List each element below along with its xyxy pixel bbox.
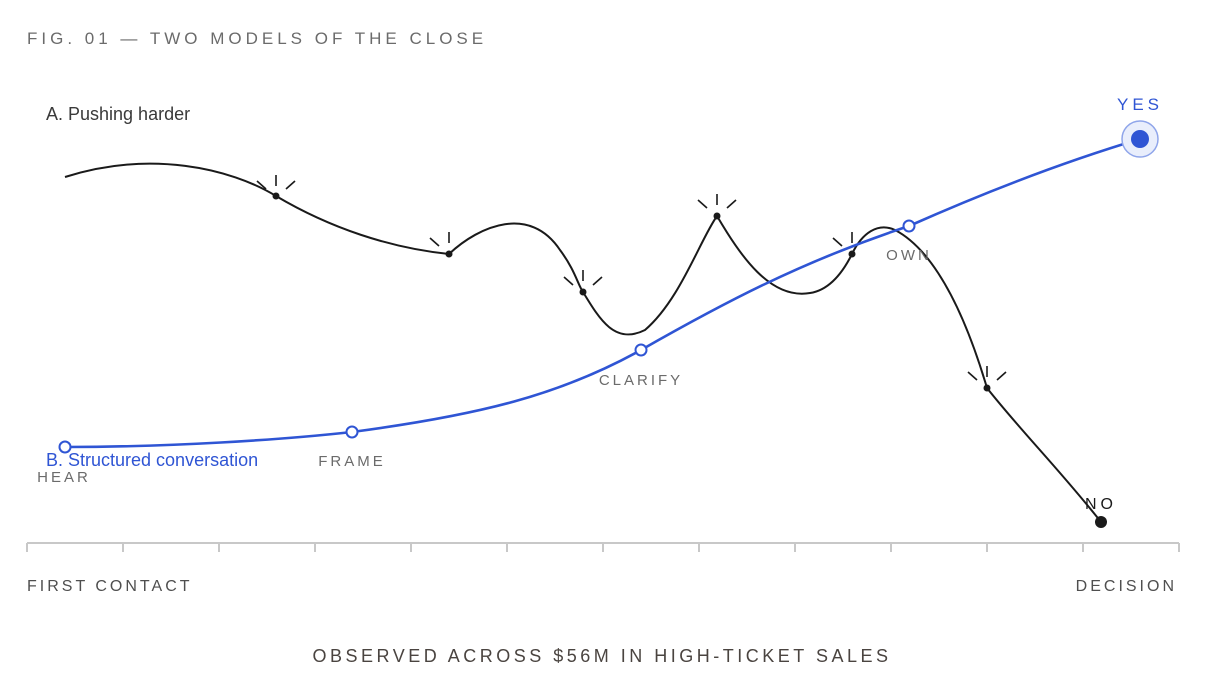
stage-label-hear: HEAR [37, 469, 91, 486]
stage-node-clarify [634, 343, 648, 357]
tension-marker [967, 366, 1007, 392]
stage-label-frame: FRAME [318, 453, 386, 470]
timeline-ticks [26, 543, 1180, 552]
tension-marker [697, 194, 737, 220]
path-a-pushing-harder [64, 162, 1102, 523]
path-b-structured-conversation [64, 137, 1141, 449]
stage-node-hear [58, 440, 72, 454]
stage-node-own [902, 219, 916, 233]
outcome-yes-label: YES [1117, 95, 1163, 114]
tension-marker [256, 175, 296, 200]
outcome-no-dot [1095, 516, 1107, 528]
figure-title: FIG. 01 — TWO MODELS OF THE CLOSE [27, 29, 487, 48]
outcome-no-label: NO [1085, 496, 1117, 513]
stage-label-clarify: CLARIFY [599, 372, 683, 389]
figure-caption: OBSERVED ACROSS $56M IN HIGH-TICKET SALE… [313, 646, 892, 666]
tension-marker [429, 232, 453, 258]
stage-label-own: OWN [886, 247, 932, 264]
axis-start-label: FIRST CONTACT [27, 578, 193, 595]
tension-marker [832, 232, 856, 258]
axis-end-label: DECISION [1076, 578, 1177, 595]
model-a-label: A. Pushing harder [46, 104, 190, 124]
tension-marker [563, 270, 603, 296]
outcome-yes-dot [1131, 130, 1149, 148]
stage-node-frame [345, 425, 359, 439]
model-b-label: B. Structured conversation [46, 450, 258, 470]
